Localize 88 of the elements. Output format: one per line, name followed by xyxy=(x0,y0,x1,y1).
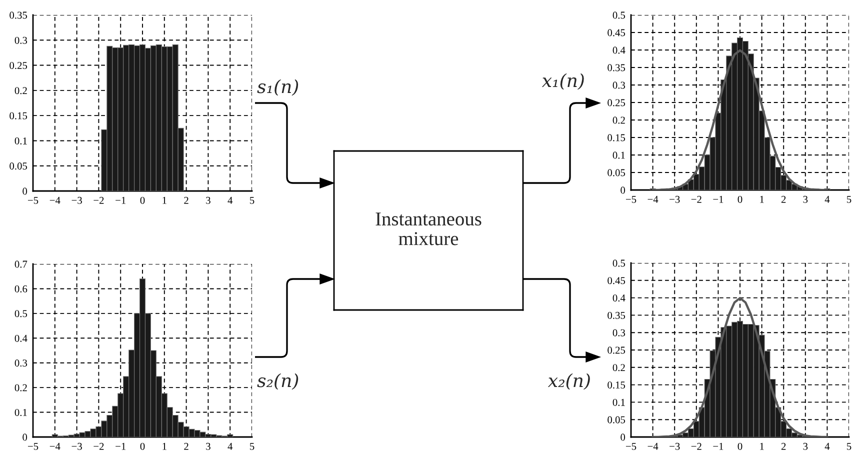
x-tick-label: 4 xyxy=(824,196,830,203)
x-tick-label: 0 xyxy=(140,442,145,450)
y-tick-label: 0.3 xyxy=(612,329,626,336)
text: Instantaneous mixture xyxy=(376,212,482,246)
x-tick-label: −4 xyxy=(648,196,658,203)
x-tick-label: 0 xyxy=(140,196,145,204)
x-tick-label: 3 xyxy=(803,442,808,450)
x-tick-label: −2 xyxy=(691,442,702,450)
y-tick-label: 0.1 xyxy=(612,152,625,159)
x-tick-label: 3 xyxy=(206,442,210,450)
y-tick-label: 0.25 xyxy=(608,346,626,354)
y-tick-label: 0.25 xyxy=(608,99,626,106)
y-tick-label: 0.45 xyxy=(608,29,626,36)
y-tick-label: 0.3 xyxy=(14,36,28,44)
y-tick-label: 0.5 xyxy=(14,310,28,318)
x-tick-label: −2 xyxy=(94,196,104,204)
y-tick-label: 0.5 xyxy=(612,260,626,267)
y-tick-label: 0.4 xyxy=(14,334,28,342)
x-tick-label: 5 xyxy=(250,442,254,450)
y-tick-label: 0.05 xyxy=(608,416,626,424)
text: x₁(n) xyxy=(542,73,584,90)
x-tick-label: 1 xyxy=(760,196,764,203)
x-tick-label: 2 xyxy=(184,442,188,450)
y-tick-label: 0.15 xyxy=(608,381,626,389)
x-tick-label: −5 xyxy=(626,196,636,203)
y-tick-label: 0.4 xyxy=(612,294,626,302)
x-tick-label: −4 xyxy=(50,442,60,450)
y-tick-label: 0 xyxy=(22,434,28,441)
x-tick-label: −3 xyxy=(670,196,680,203)
y-tick-label: 0.25 xyxy=(10,62,28,70)
x-tick-label: 3 xyxy=(803,196,808,203)
y-tick-label: 0.15 xyxy=(10,112,28,120)
y-tick-label: 0.15 xyxy=(608,134,626,142)
y-tick-label: 0.35 xyxy=(608,64,626,72)
x-tick-label: −2 xyxy=(94,442,104,450)
y-tick-label: 0.2 xyxy=(14,384,27,392)
y-tick-label: 0.35 xyxy=(10,12,28,19)
y-tick-label: 0 xyxy=(22,188,28,195)
y-tick-label: 0.2 xyxy=(612,364,625,372)
x-tick-label: 1 xyxy=(162,442,166,450)
x-tick-label: 2 xyxy=(184,196,188,204)
y-tick-label: 0 xyxy=(620,186,626,194)
y-tick-label: 0.35 xyxy=(608,312,626,319)
y-tick-label: 0.4 xyxy=(612,46,626,54)
x-tick-label: −3 xyxy=(670,442,680,450)
x-tick-label: 5 xyxy=(847,442,852,450)
y-tick-label: 0.2 xyxy=(612,116,625,124)
y-tick-label: 0.05 xyxy=(608,169,626,176)
y-tick-label: 0.7 xyxy=(14,260,28,268)
x-tick-label: −2 xyxy=(691,196,702,203)
x-tick-label: 2 xyxy=(781,196,786,203)
x-tick-label: 1 xyxy=(162,196,166,204)
x-tick-label: 4 xyxy=(824,442,830,450)
y-tick-label: 0 xyxy=(620,434,626,441)
y-tick-label: 0.3 xyxy=(14,360,28,367)
x-tick-label: 2 xyxy=(781,442,786,450)
x-tick-label: −1 xyxy=(713,196,724,203)
y-tick-label: 0.1 xyxy=(612,398,625,406)
x-tick-label: −4 xyxy=(50,196,60,204)
y-tick-label: 0.5 xyxy=(612,12,626,19)
x-tick-label: −4 xyxy=(648,442,658,450)
x-tick-label: 5 xyxy=(847,196,852,203)
x-tick-label: 0 xyxy=(738,196,742,203)
y-tick-label: 0.05 xyxy=(10,162,28,170)
x-tick-label: −3 xyxy=(72,196,82,204)
x-tick-label: 3 xyxy=(206,196,210,204)
line-series xyxy=(652,297,828,437)
text: s₁(n) xyxy=(257,79,298,96)
x-tick-label: −1 xyxy=(116,196,126,204)
y-tick-label: 0.45 xyxy=(608,277,626,284)
x-tick-label: −1 xyxy=(116,442,126,450)
x-tick-label: 4 xyxy=(228,442,233,450)
x-tick-label: −5 xyxy=(28,196,38,204)
y-tick-label: 0.3 xyxy=(612,82,626,89)
x-tick-label: −3 xyxy=(72,442,82,450)
y-tick-label: 0.2 xyxy=(14,87,27,94)
x-tick-label: −5 xyxy=(28,442,38,450)
y-tick-label: 0.6 xyxy=(14,285,28,292)
x-tick-label: −5 xyxy=(626,442,636,450)
text: x₂(n) xyxy=(548,373,590,390)
x-tick-label: 0 xyxy=(738,442,742,450)
x-tick-label: 4 xyxy=(228,196,233,204)
x-tick-label: 1 xyxy=(760,442,764,450)
x-tick-label: 5 xyxy=(250,196,254,204)
y-tick-label: 0.1 xyxy=(14,408,27,416)
y-tick-label: 0.1 xyxy=(14,137,27,144)
x-tick-label: −1 xyxy=(713,442,724,450)
text: s₂(n) xyxy=(257,373,298,390)
